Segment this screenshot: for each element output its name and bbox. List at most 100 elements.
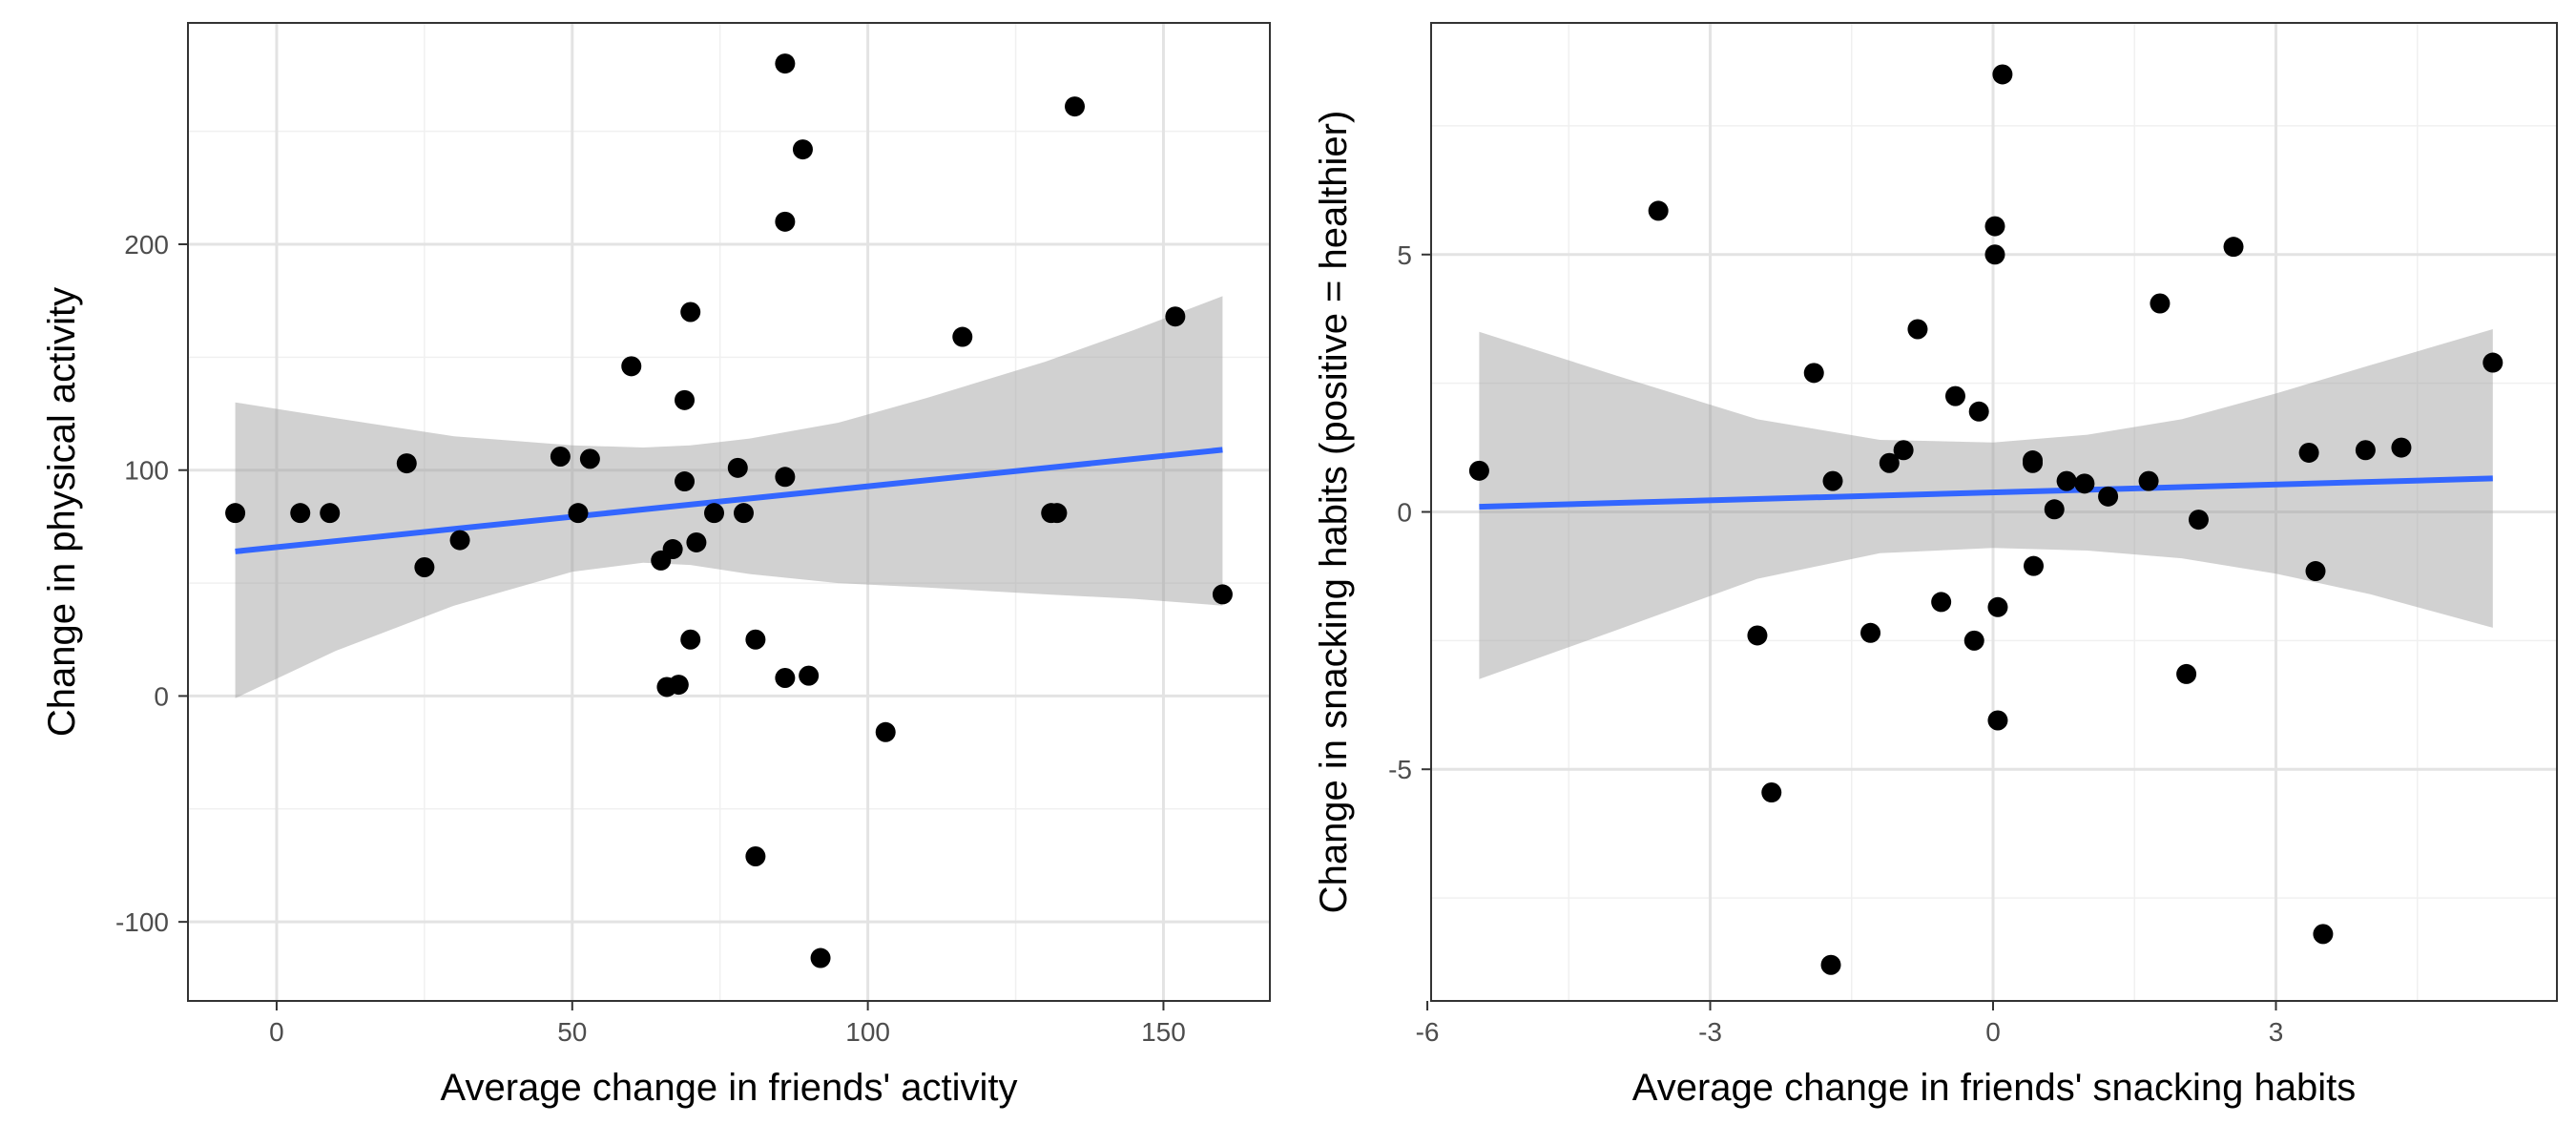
data-point	[1165, 306, 1186, 327]
x-axis-title: Average change in friends' snacking habi…	[1632, 1067, 2357, 1109]
data-point	[2098, 486, 2119, 507]
data-point	[2355, 440, 2376, 461]
data-point	[2483, 352, 2503, 373]
data-point	[2223, 237, 2244, 258]
data-point	[1761, 782, 1782, 803]
data-point	[1907, 319, 1928, 340]
x-tick-label: 0	[269, 1017, 284, 1047]
data-point	[704, 503, 725, 524]
data-point	[1747, 625, 1768, 646]
data-point	[675, 389, 696, 410]
data-point	[1860, 622, 1881, 643]
y-tick-label: -100	[115, 907, 169, 937]
data-point	[550, 447, 571, 468]
data-point	[1820, 954, 1841, 975]
y-tick-label: 5	[1397, 240, 1412, 270]
x-tick-label: 100	[845, 1017, 890, 1047]
data-point	[675, 471, 696, 492]
data-point	[2313, 924, 2334, 945]
data-point	[775, 53, 796, 74]
trend-line	[235, 447, 1223, 554]
data-point	[1987, 596, 2008, 617]
data-point	[775, 467, 796, 488]
data-point	[2305, 561, 2326, 582]
data-point	[1963, 630, 1984, 651]
x-tick-label: 150	[1141, 1017, 1186, 1047]
data-point	[680, 629, 701, 650]
panel-border	[187, 22, 1271, 1002]
data-point	[1984, 216, 2005, 237]
data-point	[2044, 499, 2065, 520]
chart-panel-snacking: -6 -3 0 3 -5 0 5 Average change in friends' sna…	[1313, 22, 2558, 1109]
data-point	[1879, 452, 1900, 473]
y-tick-label: 200	[124, 230, 169, 260]
data-point	[799, 665, 820, 686]
data-point	[668, 675, 689, 696]
y-tick-label: 0	[1397, 498, 1412, 528]
data-point	[2391, 437, 2412, 458]
data-point	[290, 503, 311, 524]
chart-panel-activity: 0 50 100 150 -100 0 100 200 Average change in fr…	[41, 22, 1271, 1109]
data-point	[2176, 663, 2197, 684]
confidence-band	[1479, 329, 2493, 679]
data-point	[320, 503, 341, 524]
x-tick-label: 0	[1985, 1017, 2001, 1047]
data-point	[810, 947, 831, 968]
data-point	[2138, 470, 2159, 491]
data-point	[745, 845, 766, 866]
x-tick-label: -3	[1698, 1017, 1722, 1047]
data-point	[1822, 470, 1843, 491]
data-point	[1047, 503, 1068, 524]
data-point	[2298, 442, 2319, 463]
data-point	[1893, 440, 1914, 461]
data-point	[686, 531, 707, 552]
data-point	[2023, 452, 2044, 473]
data-point	[952, 326, 973, 347]
data-point	[1944, 385, 1965, 406]
data-point	[568, 503, 589, 524]
y-axis-title: Change in snacking habits (positive = he…	[1313, 111, 1355, 914]
data-point	[1468, 460, 1489, 481]
x-axis-title: Average change in friends' activity	[440, 1067, 1017, 1109]
data-point	[396, 453, 417, 474]
data-point	[680, 302, 701, 323]
trend-line	[1479, 475, 2493, 510]
data-point	[1984, 244, 2005, 265]
data-point	[1931, 592, 1952, 613]
data-point	[1212, 584, 1233, 605]
data-point	[1803, 363, 1824, 384]
x-tick-label: 3	[2269, 1017, 2284, 1047]
data-point	[621, 356, 642, 377]
data-point	[2074, 473, 2095, 494]
data-point	[1065, 96, 1086, 117]
x-tick-label: -6	[1416, 1017, 1440, 1047]
y-tick-label: 0	[154, 681, 169, 711]
data-point	[414, 556, 435, 577]
data-point	[1968, 401, 1989, 422]
y-tick-label: -5	[1388, 755, 1412, 784]
data-point	[2024, 555, 2045, 576]
data-point	[1987, 710, 2008, 731]
data-point	[449, 530, 470, 551]
data-point	[662, 539, 683, 560]
data-point	[775, 211, 796, 232]
data-point	[875, 721, 896, 742]
data-point	[225, 503, 246, 524]
data-point	[1992, 64, 2013, 85]
data-point	[727, 457, 748, 478]
data-point	[733, 503, 754, 524]
y-tick-label: 100	[124, 456, 169, 486]
x-tick-label: 50	[557, 1017, 587, 1047]
data-point	[579, 448, 600, 469]
confidence-band	[235, 296, 1223, 698]
data-point	[745, 629, 766, 650]
data-point	[1648, 200, 1669, 221]
data-point	[2188, 510, 2209, 531]
data-point	[792, 139, 813, 160]
y-axis-title: Change in physical activity	[41, 287, 83, 737]
data-point	[2056, 470, 2077, 491]
plot-area	[188, 23, 1270, 1001]
data-point	[2150, 293, 2171, 314]
data-point	[775, 667, 796, 688]
